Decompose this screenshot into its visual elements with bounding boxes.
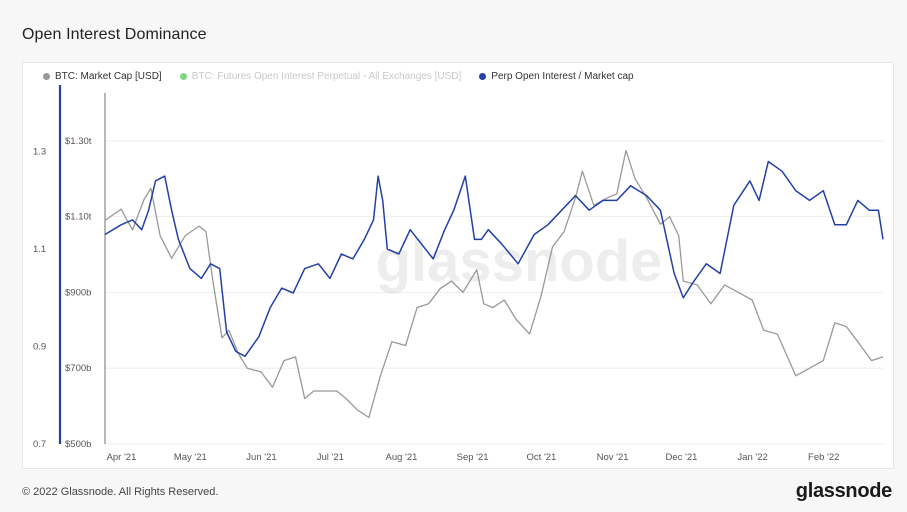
chart-legend: BTC: Market Cap [USD] BTC: Futures Open …	[43, 71, 634, 82]
y-tick-outer-label: 1.3	[33, 147, 46, 158]
legend-label: BTC: Futures Open Interest Perpetual - A…	[191, 71, 462, 82]
y-tick-outer-label: 1.1	[33, 244, 46, 255]
x-tick-label: Aug '21	[385, 452, 417, 463]
legend-item-perp-oi-ratio[interactable]: Perp Open Interest / Market cap	[479, 71, 634, 82]
x-tick-label: Apr '21	[107, 452, 137, 463]
y-tick-outer-label: 0.7	[33, 439, 46, 450]
series-line-market-cap	[104, 149, 884, 419]
x-tick-label: Dec '21	[665, 452, 697, 463]
y-tick-inner-label: $1.10t	[65, 212, 92, 223]
x-tick-label: Jul '21	[317, 452, 344, 463]
chart-card: BTC: Market Cap [USD] BTC: Futures Open …	[22, 62, 894, 469]
x-tick-label: Feb '22	[808, 452, 839, 463]
glassnode-logo: glassnode	[795, 480, 893, 502]
y-tick-outer-label: 0.9	[33, 342, 46, 353]
legend-item-market-cap[interactable]: BTC: Market Cap [USD]	[43, 71, 162, 82]
copyright-text: © 2022 Glassnode. All Rights Reserved.	[22, 486, 219, 498]
x-tick-label: Jun '21	[246, 452, 276, 463]
series-line-perp-oi-ratio	[104, 160, 884, 358]
x-tick-label: Nov '21	[597, 452, 629, 463]
y-tick-inner-label: $1.30t	[65, 136, 92, 147]
x-tick-label: Jan '22	[737, 452, 767, 463]
legend-dot-icon	[479, 73, 487, 80]
page-title: Open Interest Dominance	[22, 26, 207, 43]
legend-label: BTC: Market Cap [USD]	[55, 71, 162, 82]
y-tick-inner-label: $900b	[65, 287, 91, 298]
chart-plot: glassnode1.31.10.90.7$1.30t$1.10t$900b$7…	[33, 85, 884, 463]
legend-dot-icon	[179, 73, 187, 80]
y-tick-inner-label: $700b	[65, 363, 91, 374]
legend-dot-icon	[43, 73, 50, 80]
legend-item-futures-oi[interactable]: BTC: Futures Open Interest Perpetual - A…	[179, 71, 462, 82]
legend-label: Perp Open Interest / Market cap	[491, 71, 634, 82]
x-tick-label: May '21	[174, 452, 207, 463]
y-tick-inner-label: $500b	[65, 439, 91, 450]
x-tick-label: Oct '21	[527, 452, 557, 463]
x-tick-label: Sep '21	[457, 452, 489, 463]
